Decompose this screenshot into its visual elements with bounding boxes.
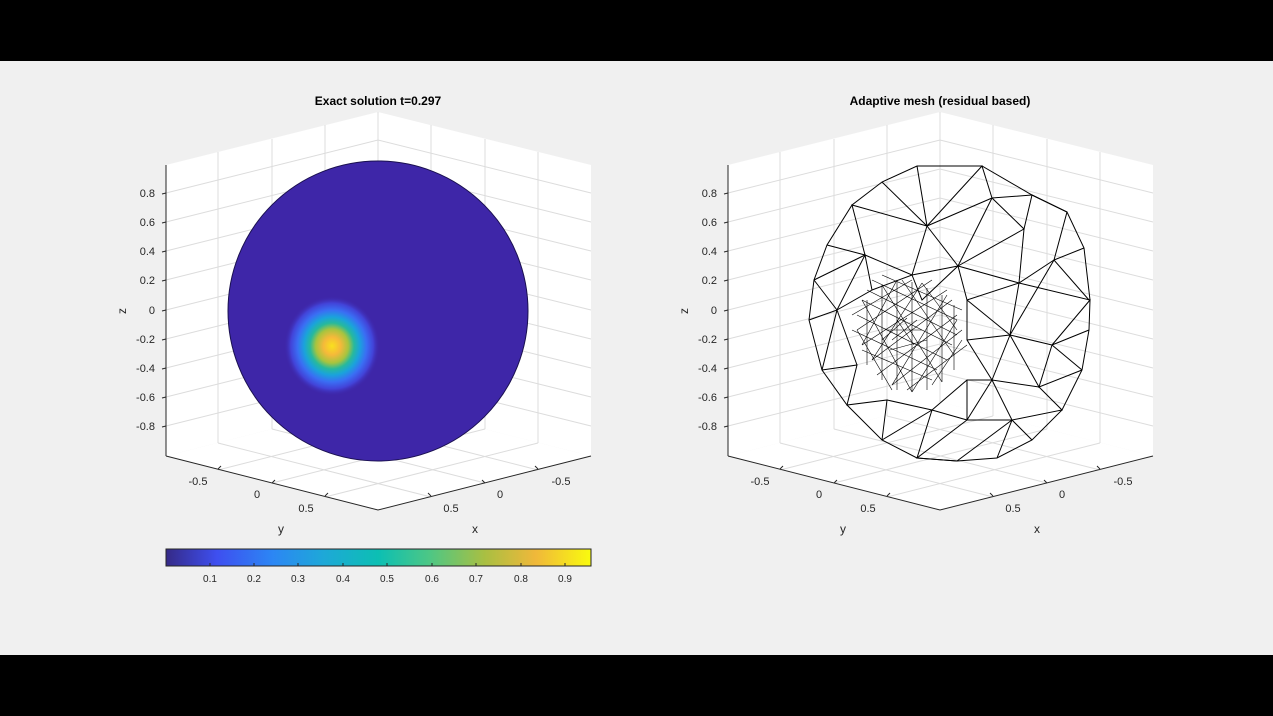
colorbar-gradient <box>165 548 592 567</box>
right-plot-title: Adaptive mesh (residual based) <box>850 94 1031 108</box>
svg-text:-0.6: -0.6 <box>698 392 717 404</box>
letterbox-top <box>0 0 1273 60</box>
letterbox-bottom <box>0 655 1273 716</box>
x-axis-label: x <box>472 522 478 536</box>
svg-text:0.4: 0.4 <box>702 246 717 258</box>
svg-text:0.1: 0.1 <box>203 574 217 585</box>
svg-text:-0.2: -0.2 <box>698 334 717 346</box>
svg-text:0.3: 0.3 <box>291 574 305 585</box>
svg-text:0: 0 <box>254 489 260 501</box>
colorbar[interactable]: 0.1 0.2 0.3 0.4 0.5 0.6 0.7 0.8 0.9 <box>165 548 592 585</box>
svg-text:0: 0 <box>497 489 503 501</box>
colorbar-tick-labels: 0.1 0.2 0.3 0.4 0.5 0.6 0.7 0.8 0.9 <box>203 574 572 585</box>
svg-text:0.5: 0.5 <box>380 574 394 585</box>
adaptive-mesh <box>808 165 1091 462</box>
svg-text:0.5: 0.5 <box>1005 503 1020 515</box>
figure-window: Exact solution t=0.297 <box>0 61 1273 655</box>
solution-surface <box>227 160 529 462</box>
colorbar-tick-marks <box>209 563 566 566</box>
right-axes[interactable]: Adaptive mesh (residual based) <box>677 94 1154 536</box>
z-tick-labels: 0.8 0.6 0.4 0.2 0 -0.2 -0.4 -0.6 -0.8 <box>136 188 155 433</box>
svg-text:0.2: 0.2 <box>140 275 155 287</box>
svg-text:0.5: 0.5 <box>298 503 313 515</box>
z-tick-marks <box>161 192 167 428</box>
y-tick-labels: -0.5 0 0.5 <box>189 476 314 515</box>
x-tick-marks <box>427 465 539 497</box>
svg-text:0.8: 0.8 <box>140 188 155 200</box>
svg-text:0.8: 0.8 <box>514 574 528 585</box>
svg-text:0.7: 0.7 <box>469 574 483 585</box>
svg-text:0.2: 0.2 <box>702 275 717 287</box>
svg-text:0.6: 0.6 <box>140 217 155 229</box>
y-axis-label: y <box>840 522 846 536</box>
figure-canvas: Exact solution t=0.297 <box>115 94 1154 585</box>
x-tick-marks <box>989 465 1101 497</box>
svg-text:0.6: 0.6 <box>425 574 439 585</box>
svg-text:0: 0 <box>1059 489 1065 501</box>
y-axis-label: y <box>278 522 284 536</box>
svg-text:0.9: 0.9 <box>558 574 572 585</box>
svg-text:-0.2: -0.2 <box>136 334 155 346</box>
svg-text:0: 0 <box>816 489 822 501</box>
y-tick-labels: -0.5 0 0.5 <box>751 476 876 515</box>
svg-text:-0.4: -0.4 <box>698 363 717 375</box>
svg-text:-0.4: -0.4 <box>136 363 155 375</box>
z-tick-marks <box>723 192 729 428</box>
svg-text:0.8: 0.8 <box>702 188 717 200</box>
z-axis-label: z <box>115 308 129 314</box>
svg-text:0.2: 0.2 <box>247 574 261 585</box>
svg-text:0: 0 <box>149 305 155 317</box>
hotspot <box>284 296 380 396</box>
y-tick-marks <box>779 465 891 497</box>
left-axes[interactable]: Exact solution t=0.297 <box>115 94 592 536</box>
svg-text:-0.5: -0.5 <box>189 476 208 488</box>
svg-text:-0.6: -0.6 <box>136 392 155 404</box>
x-axis-label: x <box>1034 522 1040 536</box>
svg-text:0.4: 0.4 <box>336 574 350 585</box>
svg-text:0.6: 0.6 <box>702 217 717 229</box>
x-tick-labels: -0.5 0 0.5 <box>1005 476 1132 515</box>
svg-text:0: 0 <box>711 305 717 317</box>
left-plot-title: Exact solution t=0.297 <box>315 94 442 108</box>
z-axis-label: z <box>677 308 691 314</box>
svg-text:-0.5: -0.5 <box>1114 476 1133 488</box>
svg-text:0.4: 0.4 <box>140 246 155 258</box>
z-tick-labels: 0.8 0.6 0.4 0.2 0 -0.2 -0.4 -0.6 -0.8 <box>698 188 717 433</box>
svg-text:-0.8: -0.8 <box>136 421 155 433</box>
x-tick-labels: -0.5 0 0.5 <box>443 476 570 515</box>
svg-text:-0.5: -0.5 <box>552 476 571 488</box>
svg-text:0.5: 0.5 <box>860 503 875 515</box>
y-tick-marks <box>217 465 329 497</box>
svg-text:0.5: 0.5 <box>443 503 458 515</box>
svg-text:-0.5: -0.5 <box>751 476 770 488</box>
svg-text:-0.8: -0.8 <box>698 421 717 433</box>
refined-mesh-region <box>851 274 968 393</box>
